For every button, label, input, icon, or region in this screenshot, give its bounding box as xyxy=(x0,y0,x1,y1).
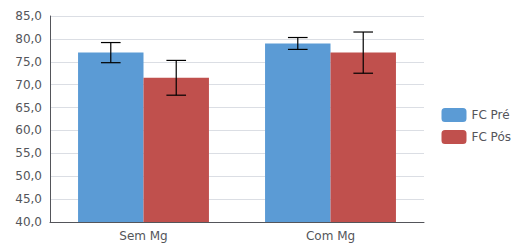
svg-text:65,0: 65,0 xyxy=(15,101,42,115)
svg-text:FC Pós: FC Pós xyxy=(472,130,512,144)
svg-text:70,0: 70,0 xyxy=(15,78,42,92)
svg-text:Sem Mg: Sem Mg xyxy=(119,229,167,243)
svg-text:Com Mg: Com Mg xyxy=(306,229,355,243)
svg-text:85,0: 85,0 xyxy=(15,9,42,23)
svg-text:75,0: 75,0 xyxy=(15,55,42,69)
svg-text:55,0: 55,0 xyxy=(15,146,42,160)
svg-text:45,0: 45,0 xyxy=(15,192,42,206)
svg-text:40,0: 40,0 xyxy=(15,215,42,229)
svg-text:80,0: 80,0 xyxy=(15,32,42,46)
svg-text:50,0: 50,0 xyxy=(15,169,42,183)
svg-text:FC Pré: FC Pré xyxy=(472,108,510,122)
svg-text:60,0: 60,0 xyxy=(15,123,42,137)
